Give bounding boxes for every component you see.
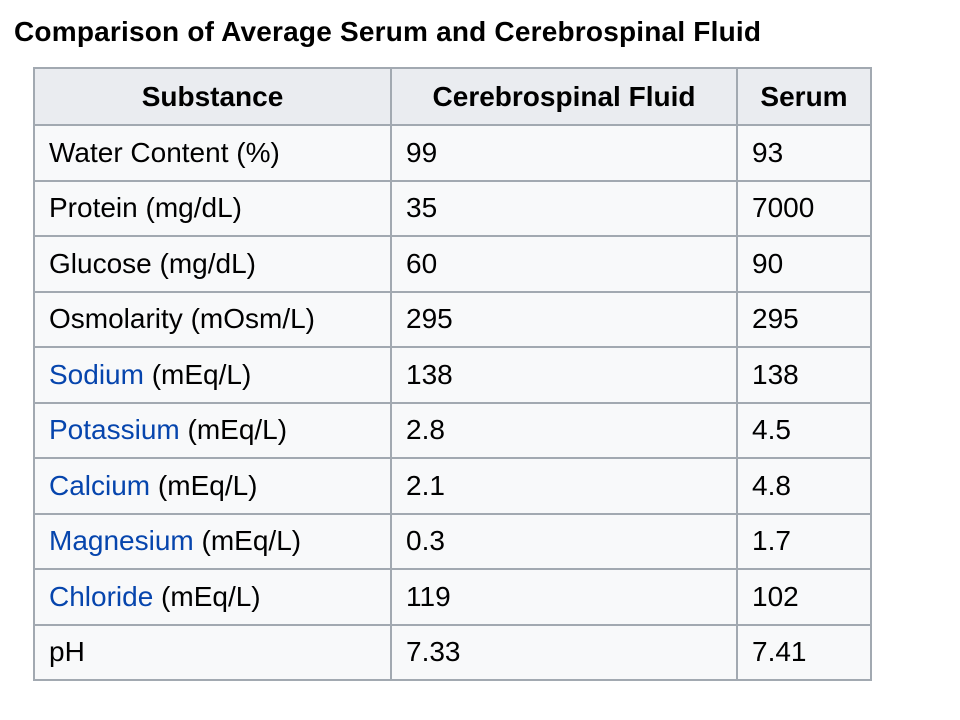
cell-substance: Water Content (%) (33, 124, 392, 182)
cell-csf-value: 2.8 (390, 401, 738, 459)
substance-unit: (%) (228, 136, 280, 168)
cell-serum-value: 93 (736, 124, 872, 182)
comparison-table: Substance Cerebrospinal Fluid Serum Wate… (33, 67, 872, 681)
cell-substance: pH (33, 623, 392, 681)
table-row: Calcium (mEq/L) 2.1 4.8 (33, 457, 872, 515)
substance-unit: (mEq/L) (193, 525, 302, 557)
substance-unit: (mEq/L) (153, 580, 261, 612)
substance-unit: (mg/dL) (137, 192, 242, 224)
table-row: pH 7.33 7.41 (33, 623, 872, 681)
cell-substance: Chloride (mEq/L) (33, 568, 392, 626)
table-row: Glucose (mg/dL) 60 90 (33, 235, 872, 293)
substance-name: Water Content (49, 136, 229, 168)
cell-substance: Calcium (mEq/L) (33, 457, 392, 515)
cell-serum-value: 90 (736, 235, 872, 293)
substance-unit: (mOsm/L) (182, 303, 316, 335)
cell-serum-value: 138 (736, 346, 872, 404)
cell-substance: Glucose (mg/dL) (33, 235, 392, 293)
substance-link[interactable]: Sodium (49, 358, 144, 390)
cell-serum-value: 4.8 (736, 457, 872, 515)
header-serum: Serum (736, 67, 872, 126)
substance-name: Osmolarity (49, 303, 183, 335)
cell-serum-value: 102 (736, 568, 872, 626)
substance-unit: (mEq/L) (143, 358, 252, 390)
cell-csf-value: 0.3 (390, 512, 738, 570)
header-substance: Substance (33, 67, 392, 126)
table-row: Osmolarity (mOsm/L) 295 295 (33, 290, 872, 348)
cell-substance: Protein (mg/dL) (33, 179, 392, 237)
header-csf: Cerebrospinal Fluid (390, 67, 738, 126)
cell-serum-value: 4.5 (736, 401, 872, 459)
table-row: Potassium (mEq/L) 2.8 4.5 (33, 401, 872, 459)
cell-serum-value: 295 (736, 290, 872, 348)
table-row: Chloride (mEq/L) 119 102 (33, 568, 872, 626)
cell-csf-value: 7.33 (390, 623, 738, 681)
substance-link[interactable]: Magnesium (49, 525, 194, 557)
cell-substance: Sodium (mEq/L) (33, 346, 392, 404)
cell-csf-value: 138 (390, 346, 738, 404)
cell-csf-value: 99 (390, 124, 738, 182)
table-header-row: Substance Cerebrospinal Fluid Serum (33, 67, 872, 126)
table-row: Magnesium (mEq/L) 0.3 1.7 (33, 512, 872, 570)
substance-link[interactable]: Potassium (49, 414, 180, 446)
substance-link[interactable]: Calcium (49, 469, 151, 501)
cell-serum-value: 7.41 (736, 623, 872, 681)
cell-substance: Osmolarity (mOsm/L) (33, 290, 392, 348)
cell-csf-value: 119 (390, 568, 738, 626)
cell-serum-value: 1.7 (736, 512, 872, 570)
cell-serum-value: 7000 (736, 179, 872, 237)
cell-substance: Magnesium (mEq/L) (33, 512, 392, 570)
substance-name: Glucose (49, 247, 152, 279)
cell-csf-value: 295 (390, 290, 738, 348)
substance-unit: (mEq/L) (179, 414, 288, 446)
substance-unit: (mg/dL) (151, 247, 256, 279)
table-row: Protein (mg/dL) 35 7000 (33, 179, 872, 237)
cell-csf-value: 35 (390, 179, 738, 237)
cell-csf-value: 60 (390, 235, 738, 293)
cell-csf-value: 2.1 (390, 457, 738, 515)
substance-name: pH (49, 636, 85, 668)
substance-name: Protein (49, 192, 138, 224)
table-row: Sodium (mEq/L) 138 138 (33, 346, 872, 404)
page-title: Comparison of Average Serum and Cerebros… (14, 16, 762, 47)
substance-link[interactable]: Chloride (49, 580, 154, 612)
substance-unit: (mEq/L) (150, 469, 258, 501)
table-row: Water Content (%) 99 93 (33, 124, 872, 182)
cell-substance: Potassium (mEq/L) (33, 401, 392, 459)
